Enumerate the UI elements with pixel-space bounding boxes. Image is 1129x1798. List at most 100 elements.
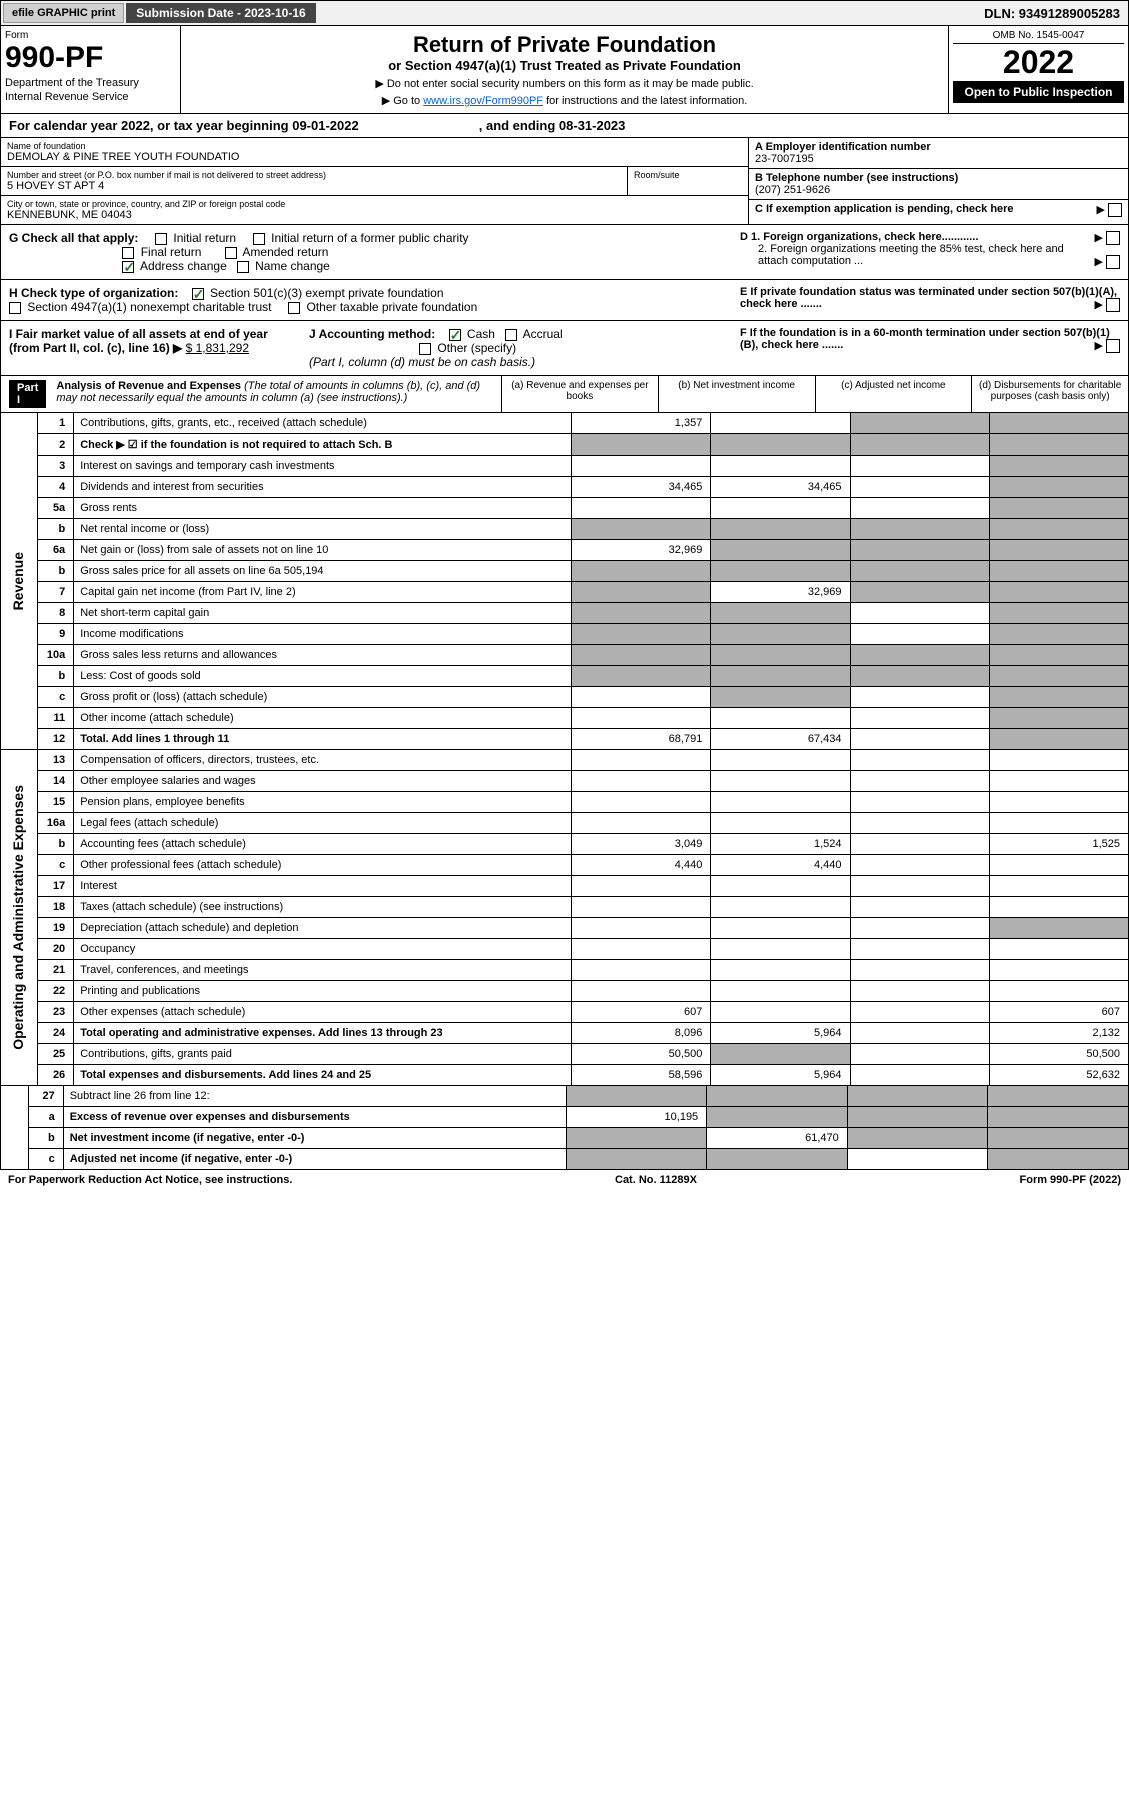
- form-number: 990-PF: [5, 41, 176, 75]
- line-desc: Contributions, gifts, grants paid: [74, 1044, 572, 1065]
- d1-checkbox[interactable]: [1106, 231, 1120, 245]
- line-number: b: [29, 1128, 64, 1149]
- cell-value: [572, 981, 711, 1002]
- cell-shaded: [989, 666, 1128, 687]
- line-number: 11: [38, 708, 74, 729]
- city-cell: City or town, state or province, country…: [1, 196, 748, 224]
- room-label: Room/suite: [634, 170, 742, 180]
- cell-value: 58,596: [572, 1065, 711, 1086]
- f-section: F If the foundation is in a 60-month ter…: [740, 327, 1120, 353]
- footer-center: Cat. No. 11289X: [615, 1174, 697, 1186]
- cell-value: [850, 1065, 989, 1086]
- initial-return-checkbox[interactable]: [155, 233, 167, 245]
- amended-checkbox[interactable]: [225, 247, 237, 259]
- line-number: c: [38, 855, 74, 876]
- cell-value: 8,096: [572, 1023, 711, 1044]
- cell-value: 32,969: [572, 540, 711, 561]
- col-d-header: (d) Disbursements for charitable purpose…: [971, 376, 1128, 412]
- j-other-checkbox[interactable]: [419, 343, 431, 355]
- table-row: 17Interest: [1, 876, 1129, 897]
- name-change-label: Name change: [255, 259, 330, 273]
- d2-checkbox[interactable]: [1106, 255, 1120, 269]
- part1-header-row: Part I Analysis of Revenue and Expenses …: [0, 376, 1129, 413]
- cell-shaded: [850, 434, 989, 456]
- name-change-checkbox[interactable]: [237, 261, 249, 273]
- cell-value: [711, 771, 850, 792]
- line-number: 19: [38, 918, 74, 939]
- j-cash-checkbox[interactable]: [449, 329, 461, 341]
- cell-value: [989, 897, 1128, 918]
- address-change-label: Address change: [140, 259, 227, 273]
- e-checkbox[interactable]: [1106, 298, 1120, 312]
- cell-shaded: [850, 540, 989, 561]
- form-title: Return of Private Foundation: [187, 32, 942, 58]
- final-return-checkbox[interactable]: [122, 247, 134, 259]
- line-number: 27: [29, 1086, 64, 1107]
- part1-title: Analysis of Revenue and Expenses: [56, 380, 241, 392]
- h501c3-checkbox[interactable]: [192, 288, 204, 300]
- line-number: 20: [38, 939, 74, 960]
- efile-print-button[interactable]: efile GRAPHIC print: [3, 3, 124, 23]
- col-b-header: (b) Net investment income: [658, 376, 815, 412]
- c-checkbox[interactable]: [1108, 203, 1122, 217]
- info-right: A Employer identification number 23-7007…: [748, 138, 1128, 224]
- cell-shaded: [988, 1107, 1129, 1128]
- hother-label: Other taxable private foundation: [307, 300, 478, 314]
- header-left: Form 990-PF Department of the Treasury I…: [1, 26, 181, 113]
- cell-value: [711, 498, 850, 519]
- h4947-checkbox[interactable]: [9, 302, 21, 314]
- cell-shaded: [572, 519, 711, 540]
- part1-columns: (a) Revenue and expenses per books (b) N…: [501, 376, 1128, 412]
- cell-value: [711, 750, 850, 771]
- line-desc: Excess of revenue over expenses and disb…: [63, 1107, 566, 1128]
- line-number: b: [38, 834, 74, 855]
- cell-value: [850, 1023, 989, 1044]
- f-checkbox[interactable]: [1106, 339, 1120, 353]
- cell-shaded: [572, 666, 711, 687]
- i-section: I Fair market value of all assets at end…: [9, 327, 289, 355]
- line-number: 22: [38, 981, 74, 1002]
- side-label-cell: Revenue: [1, 413, 38, 750]
- cell-value: [989, 981, 1128, 1002]
- address-cell: Number and street (or P.O. box number if…: [1, 167, 628, 195]
- cell-value: 1,524: [711, 834, 850, 855]
- cell-shaded: [707, 1107, 848, 1128]
- line-desc: Income modifications: [74, 624, 572, 645]
- c-label: C If exemption application is pending, c…: [755, 203, 1014, 215]
- j-accrual-checkbox[interactable]: [505, 329, 517, 341]
- address-change-checkbox[interactable]: [122, 261, 134, 273]
- table-row: Revenue1Contributions, gifts, grants, et…: [1, 413, 1129, 434]
- initial-former-label: Initial return of a former public charit…: [271, 231, 468, 245]
- hother-checkbox[interactable]: [288, 302, 300, 314]
- line-desc: Gross sales less returns and allowances: [74, 645, 572, 666]
- line-desc: Contributions, gifts, grants, etc., rece…: [74, 413, 572, 434]
- cell-value: [711, 918, 850, 939]
- table-row: 15Pension plans, employee benefits: [1, 792, 1129, 813]
- note-post: for instructions and the latest informat…: [543, 95, 747, 107]
- line-desc: Gross sales price for all assets on line…: [74, 561, 572, 582]
- table-row: 9Income modifications: [1, 624, 1129, 645]
- cell-shaded: [988, 1128, 1129, 1149]
- cell-value: [850, 897, 989, 918]
- dln-number: DLN: 93491289005283: [976, 3, 1128, 24]
- cell-value: 2,132: [989, 1023, 1128, 1044]
- irs-link[interactable]: www.irs.gov/Form990PF: [423, 95, 543, 107]
- d-section: D 1. Foreign organizations, check here..…: [740, 231, 1120, 269]
- line-number: 23: [38, 1002, 74, 1023]
- line-number: 15: [38, 792, 74, 813]
- line-desc: Printing and publications: [74, 981, 572, 1002]
- line-number: 5a: [38, 498, 74, 519]
- h4947-label: Section 4947(a)(1) nonexempt charitable …: [27, 300, 271, 314]
- table-row: 4Dividends and interest from securities3…: [1, 477, 1129, 498]
- cell-value: [850, 855, 989, 876]
- table-row: 21Travel, conferences, and meetings: [1, 960, 1129, 981]
- line-number: c: [38, 687, 74, 708]
- table-row: aExcess of revenue over expenses and dis…: [1, 1107, 1129, 1128]
- initial-former-checkbox[interactable]: [253, 233, 265, 245]
- cell-value: [572, 498, 711, 519]
- line-number: 25: [38, 1044, 74, 1065]
- cell-value: [711, 960, 850, 981]
- cell-shaded: [711, 1044, 850, 1065]
- open-public: Open to Public Inspection: [953, 81, 1124, 103]
- cell-shaded: [711, 645, 850, 666]
